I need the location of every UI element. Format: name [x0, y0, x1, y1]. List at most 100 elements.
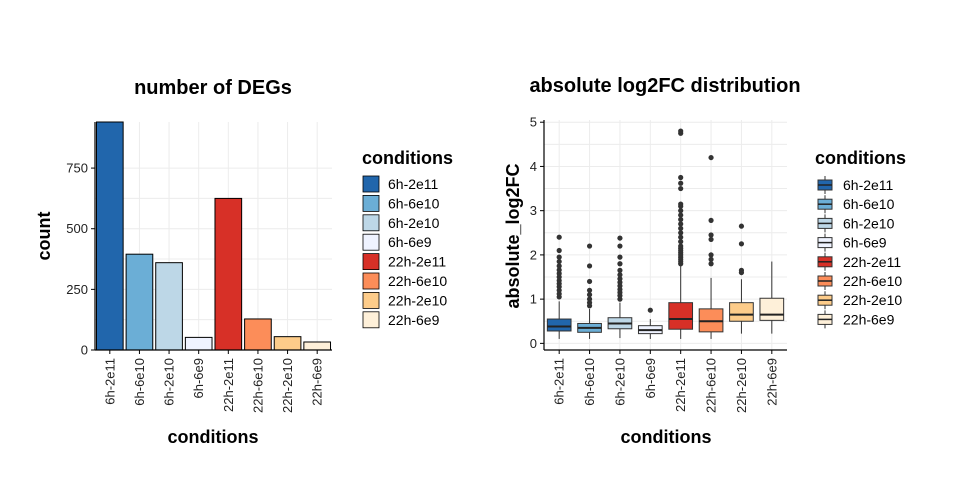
- bar-x-tick-label: 22h-6e10: [250, 358, 265, 413]
- box-legend-key: [817, 176, 833, 194]
- box-legend-key: [817, 214, 833, 233]
- box-legend-label: 6h-6e10: [843, 196, 895, 212]
- box-outlier-point: [617, 235, 623, 241]
- box-legend-key: [817, 272, 833, 290]
- box-outlier-point: [617, 243, 623, 249]
- box-plot-x-ticks: 6h-2e11 6h-6e10 6h-2e10 6h-6e9 22h-2e11 22h-6…: [552, 350, 779, 413]
- box-outlier-point: [617, 276, 623, 282]
- bar-legend-swatch: [362, 253, 380, 271]
- bar-x-tick-label: 22h-2e11: [221, 358, 236, 412]
- box-outlier-point: [586, 278, 593, 285]
- bar-y-tick-label: 750: [66, 161, 88, 176]
- box-legend-key: [817, 252, 833, 271]
- box-outlier-point: [586, 296, 593, 302]
- bar-chart-x-ticks: 6h-2e11 6h-6e10 6h-2e10 6h-6e9 22h-2e11 22h-6…: [102, 350, 325, 413]
- box-outlier-point: [586, 263, 593, 269]
- box-outlier-point: [617, 272, 623, 278]
- bar-legend-label: 6h-6e9: [388, 234, 432, 250]
- bar-x-tick-label: 6h-6e10: [132, 358, 147, 406]
- box-plot-title: absolute log2FC distribution: [529, 75, 800, 97]
- box-22h-6e9: [759, 261, 785, 334]
- box-y-tick-label: 0: [530, 336, 537, 351]
- bar-6h-2e10: [155, 262, 183, 351]
- box-legend-label: 6h-2e10: [843, 215, 895, 231]
- bar-x-tick-label: 6h-2e11: [102, 358, 117, 405]
- box-outlier-point: [556, 254, 562, 260]
- box-outlier-point: [678, 216, 684, 223]
- box-6h-2e10: [607, 235, 633, 339]
- bar-22h-2e10: [273, 336, 302, 351]
- box-legend-label: 22h-2e10: [843, 292, 902, 308]
- box-outlier-point: [678, 230, 684, 236]
- bar-legend-swatch: [362, 233, 380, 251]
- bar-chart-grid: [95, 122, 332, 351]
- bar-chart-panel: number of DEGs 0 250 500 750 6h-2e11 6h-6e10…: [34, 77, 453, 447]
- bar-legend-swatch: [362, 175, 380, 193]
- bar-legend-label: 22h-6e10: [388, 273, 447, 289]
- box-outlier-point: [678, 212, 684, 218]
- bar-x-tick-label: 6h-2e10: [162, 358, 177, 406]
- box-body: [729, 302, 754, 322]
- bar-chart-y-ticks: 0 250 500 750: [66, 161, 95, 358]
- box-outlier-point: [678, 239, 684, 245]
- box-outlier-point: [738, 241, 745, 247]
- box-outlier-point: [708, 232, 714, 238]
- box-outlier-point: [678, 221, 684, 227]
- bar-6h-6e9: [184, 336, 213, 351]
- box-outlier-point: [708, 154, 714, 161]
- box-legend-label: 22h-6e10: [843, 273, 902, 289]
- box-x-tick-label: 6h-2e11: [552, 358, 567, 405]
- box-x-tick-label: 6h-2e10: [612, 358, 627, 406]
- box-outlier-point: [647, 307, 653, 313]
- box-outlier-point: [678, 174, 684, 181]
- box-legend-key: [817, 233, 833, 252]
- bar-x-tick-label: 22h-2e10: [280, 358, 295, 413]
- box-x-tick-label: 22h-6e10: [704, 358, 719, 413]
- box-x-tick-label: 22h-2e11: [673, 358, 688, 412]
- box-plot-panel: absolute log2FC distribution 0 1 2 3 4 5 6h-2…: [503, 75, 906, 447]
- box-outlier-point: [617, 254, 623, 260]
- box-legend-label: 22h-6e9: [843, 311, 895, 327]
- box-legend-label: 6h-6e9: [843, 235, 887, 251]
- bar-legend-label: 6h-2e10: [388, 215, 440, 231]
- box-outlier-point: [738, 223, 745, 229]
- bar-legend-swatch: [362, 311, 380, 329]
- box-y-tick-label: 1: [530, 292, 537, 307]
- box-y-tick-label: 3: [530, 203, 537, 218]
- box-body: [668, 302, 694, 330]
- box-22h-6e10: [698, 154, 724, 339]
- box-plot-boxes: [546, 128, 785, 339]
- box-x-tick-label: 6h-6e9: [643, 358, 658, 398]
- box-outlier-point: [678, 234, 684, 240]
- box-legend-key: [817, 310, 833, 329]
- box-outlier-point: [678, 185, 684, 192]
- box-outlier-point: [738, 267, 745, 273]
- bar-legend-swatch: [362, 291, 380, 309]
- box-legend-label: 22h-2e11: [843, 254, 901, 270]
- bar-chart-legend-title: conditions: [362, 148, 453, 168]
- box-y-tick-label: 2: [530, 247, 537, 262]
- bar-legend-label: 6h-6e10: [388, 195, 440, 211]
- bar-legend-label: 22h-6e9: [388, 312, 440, 328]
- bar-22h-6e10: [244, 318, 272, 351]
- box-outlier-point: [708, 217, 714, 224]
- box-x-tick-label: 6h-6e10: [582, 358, 597, 406]
- box-outlier-point: [617, 267, 623, 273]
- box-6h-6e10: [577, 243, 602, 339]
- box-outlier-point: [708, 236, 714, 243]
- box-x-tick-label: 22h-2e10: [734, 358, 749, 413]
- bar-legend-label: 22h-2e10: [388, 292, 447, 308]
- box-legend-key: [817, 291, 833, 310]
- box-plot-y-label: absolute_log2FC: [503, 163, 523, 308]
- box-outlier-point: [708, 261, 714, 267]
- bar-6h-2e11: [95, 121, 124, 351]
- box-outlier-point: [678, 243, 684, 249]
- box-x-tick-label: 22h-6e9: [764, 358, 779, 406]
- box-22h-2e11: [668, 128, 694, 339]
- box-plot-y-ticks: 0 1 2 3 4 5: [530, 115, 544, 351]
- box-plot-legend-title: conditions: [815, 148, 906, 168]
- bar-chart-x-label: conditions: [168, 427, 259, 447]
- bar-22h-6e9: [303, 341, 332, 351]
- bar-legend-label: 6h-2e11: [388, 176, 439, 192]
